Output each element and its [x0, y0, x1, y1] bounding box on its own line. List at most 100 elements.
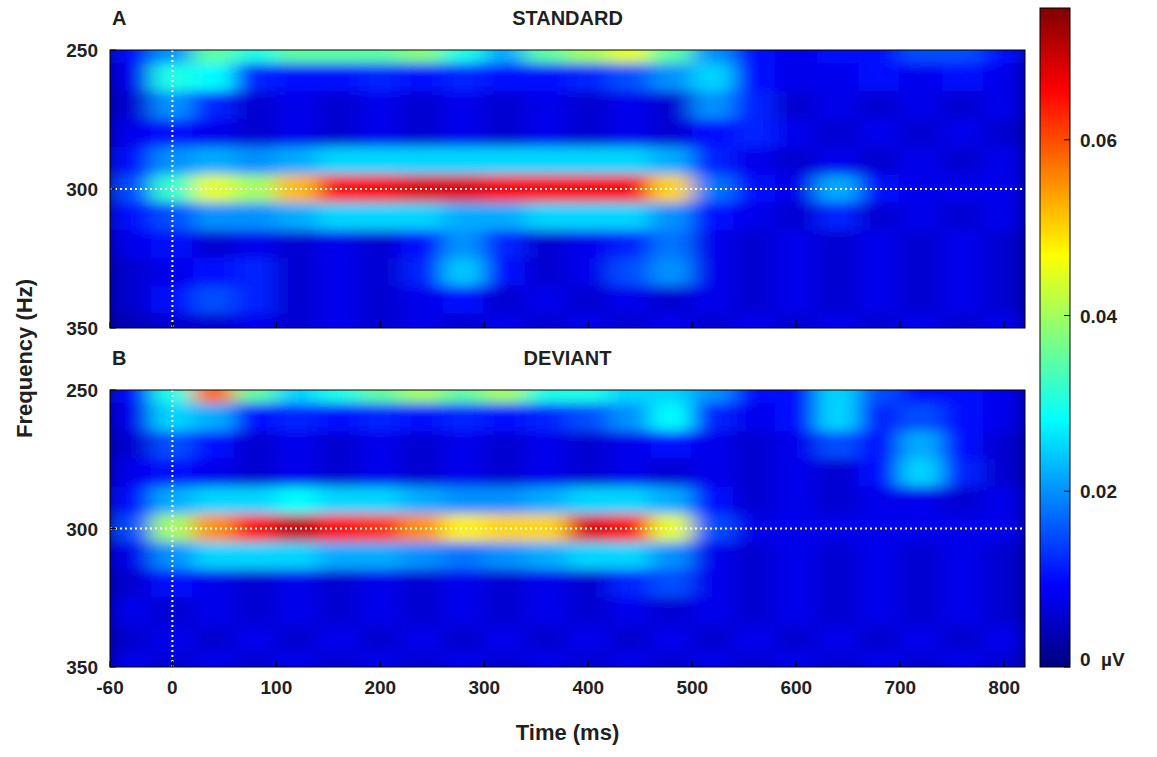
- panel-letter: B: [112, 347, 126, 369]
- cell: [650, 91, 693, 120]
- cell: [110, 431, 152, 460]
- cell: [151, 514, 194, 543]
- cell: [817, 258, 860, 287]
- cell: [900, 230, 943, 259]
- y-tick: [110, 528, 116, 529]
- colorbar-tick: [1064, 491, 1070, 492]
- cell: [110, 258, 152, 287]
- cell: [733, 147, 776, 176]
- cell: [234, 390, 277, 404]
- cell: [983, 514, 1025, 543]
- cell: [775, 202, 818, 231]
- cell: [983, 286, 1025, 315]
- cell: [484, 597, 527, 626]
- cell: [317, 597, 360, 626]
- y-axis-title: Frequency (Hz): [12, 279, 37, 438]
- cell: [317, 314, 360, 328]
- cell: [442, 390, 485, 404]
- x-tick: [796, 661, 797, 667]
- cell: [442, 514, 485, 543]
- cell: [900, 390, 943, 404]
- cell: [900, 570, 943, 599]
- cell: [234, 286, 277, 315]
- y-tick: [110, 50, 116, 51]
- x-tick: [692, 661, 693, 667]
- cell: [817, 653, 860, 667]
- y-tick-label: 250: [66, 40, 98, 61]
- cell: [193, 653, 236, 667]
- cell: [484, 653, 527, 667]
- cell: [401, 91, 444, 120]
- cell: [484, 230, 527, 259]
- x-tick: [380, 322, 381, 328]
- cell: [692, 63, 735, 92]
- colorbar-tick-label: 0.02: [1080, 481, 1117, 502]
- cell: [609, 91, 652, 120]
- cell: [817, 91, 860, 120]
- cell: [110, 570, 152, 599]
- cell: [858, 597, 901, 626]
- cell: [193, 431, 236, 460]
- cells: [110, 50, 1025, 328]
- cell: [692, 119, 735, 148]
- cell: [733, 514, 776, 543]
- cell: [983, 202, 1025, 231]
- cell: [733, 63, 776, 92]
- cell: [692, 570, 735, 599]
- cell: [567, 286, 610, 315]
- cell: [110, 390, 152, 404]
- cell: [317, 175, 360, 204]
- cell: [317, 91, 360, 120]
- cell: [692, 202, 735, 231]
- cell: [817, 230, 860, 259]
- cell: [775, 597, 818, 626]
- cell: [733, 314, 776, 328]
- cell: [276, 570, 319, 599]
- cell: [900, 403, 943, 432]
- cell: [110, 597, 152, 626]
- cell: [359, 459, 402, 488]
- cell: [276, 486, 319, 515]
- cell: [442, 597, 485, 626]
- cell: [941, 542, 984, 571]
- cell: [110, 50, 152, 64]
- cell: [442, 63, 485, 92]
- cell: [484, 625, 527, 654]
- cell: [650, 542, 693, 571]
- cell: [442, 119, 485, 148]
- x-tick: [900, 322, 901, 328]
- cell: [401, 314, 444, 328]
- cell: [609, 119, 652, 148]
- cell: [900, 119, 943, 148]
- cell: [442, 570, 485, 599]
- y-tick-label: 350: [66, 318, 98, 339]
- cell: [276, 514, 319, 543]
- cell: [317, 653, 360, 667]
- cell: [234, 147, 277, 176]
- cell: [858, 314, 901, 328]
- cell: [484, 258, 527, 287]
- cell: [525, 202, 568, 231]
- cell: [151, 625, 194, 654]
- cell: [193, 91, 236, 120]
- figure: 250300350ASTANDARDFrequency (Hz)-6001002…: [0, 0, 1157, 757]
- cell: [817, 459, 860, 488]
- cell: [609, 514, 652, 543]
- cell: [359, 542, 402, 571]
- cell: [110, 403, 152, 432]
- cell: [151, 119, 194, 148]
- cell: [442, 431, 485, 460]
- cell: [817, 597, 860, 626]
- x-tick: [588, 661, 589, 667]
- colorbar-tick-label: 0.06: [1080, 130, 1117, 151]
- y-tick-label: 350: [66, 657, 98, 678]
- cell: [900, 91, 943, 120]
- cell: [359, 202, 402, 231]
- cell: [941, 597, 984, 626]
- cell: [484, 403, 527, 432]
- cell: [858, 570, 901, 599]
- cell: [775, 258, 818, 287]
- cell: [317, 431, 360, 460]
- cell: [900, 202, 943, 231]
- cell: [317, 50, 360, 64]
